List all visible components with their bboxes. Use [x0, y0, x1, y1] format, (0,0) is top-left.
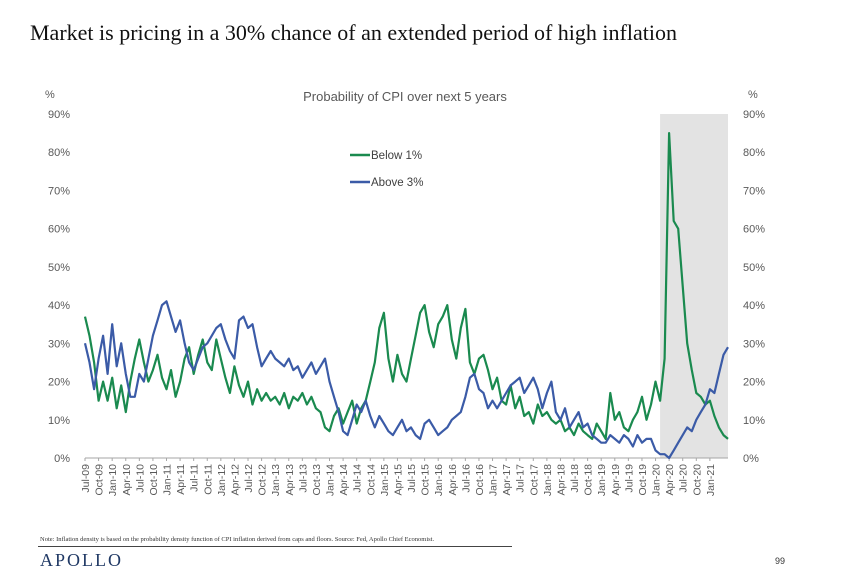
y-tick-right: 80% [743, 147, 765, 159]
x-tick-label: Jan-18 [542, 464, 554, 496]
legend-label: Above 3% [371, 177, 423, 189]
y-tick-left: 10% [48, 415, 70, 427]
x-tick-label: Jul-14 [352, 464, 364, 493]
x-tick-label: Oct-10 [148, 464, 160, 496]
x-tick-label: Oct-12 [257, 464, 269, 496]
y-tick-left: 90% [48, 109, 70, 121]
x-tick-label: Apr-13 [284, 464, 296, 496]
x-tick-label: Jan-15 [379, 464, 391, 496]
x-tick-label: Jan-13 [270, 464, 282, 496]
x-tick-label: Jan-16 [433, 464, 445, 496]
footnote-divider [38, 546, 512, 547]
footnote: Note: Inflation density is based on the … [40, 536, 435, 543]
x-tick-label: Oct-16 [474, 464, 486, 496]
x-tick-label: Jan-17 [488, 464, 500, 496]
x-tick-label: Apr-15 [392, 464, 404, 496]
x-tick-label: Jul-13 [297, 464, 309, 493]
x-tick-label: Jul-18 [569, 464, 581, 493]
y-tick-right: 50% [743, 262, 765, 274]
x-tick-label: Oct-19 [637, 464, 649, 496]
page-number: 99 [775, 556, 786, 566]
y-tick-left: 50% [48, 262, 70, 274]
x-tick-label: Jan-14 [325, 464, 337, 496]
x-tick-label: Jul-10 [134, 464, 146, 493]
chart-title: Probability of CPI over next 5 years [303, 89, 507, 104]
x-tick-label: Jul-15 [406, 464, 418, 493]
x-tick-label: Jan-20 [651, 464, 663, 496]
y-axis-unit-left: % [45, 89, 55, 101]
y-tick-right: 90% [743, 109, 765, 121]
x-tick-label: Apr-12 [229, 464, 241, 496]
x-tick-label: Apr-20 [664, 464, 676, 496]
x-tick-label: Jul-12 [243, 464, 255, 493]
x-tick-label: Apr-11 [175, 464, 187, 495]
line-chart: Probability of CPI over next 5 years% % 0%… [45, 89, 765, 496]
series-line-below-1- [83, 132, 729, 440]
y-tick-left: 0% [54, 453, 70, 465]
x-tick-label: Jul-19 [623, 464, 635, 493]
x-tick-label: Jan-10 [107, 464, 119, 496]
y-tick-left: 60% [48, 224, 70, 236]
y-tick-right: 20% [743, 377, 765, 389]
y-tick-right: 70% [743, 185, 765, 197]
x-tick-label: Jul-16 [460, 464, 472, 493]
apollo-logo: APOLLO [40, 550, 123, 570]
x-tick-label: Apr-10 [121, 464, 133, 496]
x-tick-label: Jul-11 [189, 464, 201, 492]
x-tick-label: Jan-11 [162, 464, 174, 495]
x-tick-label: Apr-19 [610, 464, 622, 496]
y-tick-left: 80% [48, 147, 70, 159]
x-tick-label: Jan-19 [596, 464, 608, 496]
y-tick-left: 70% [48, 185, 70, 197]
x-tick-label: Oct-15 [420, 464, 432, 496]
x-tick-label: Apr-18 [555, 464, 567, 496]
page-title: Market is pricing in a 30% chance of an … [30, 20, 677, 45]
x-tick-label: Apr-17 [501, 464, 513, 496]
series-line-above-3- [83, 300, 729, 460]
x-tick-label: Oct-09 [94, 464, 106, 496]
x-tick-label: Oct-20 [691, 464, 703, 496]
y-tick-left: 40% [48, 300, 70, 312]
x-tick-label: Jul-20 [678, 464, 690, 493]
y-tick-left: 20% [48, 377, 70, 389]
y-tick-right: 10% [743, 415, 765, 427]
legend-label: Below 1% [371, 150, 422, 162]
y-tick-right: 60% [743, 224, 765, 236]
x-tick-label: Oct-11 [202, 464, 214, 495]
x-tick-label: Jan-21 [705, 464, 717, 496]
y-tick-right: 0% [743, 453, 759, 465]
x-tick-label: Apr-16 [447, 464, 459, 496]
x-tick-label: Jul-09 [80, 464, 92, 493]
x-tick-label: Oct-13 [311, 464, 323, 496]
x-tick-label: Oct-14 [365, 464, 377, 496]
y-tick-left: 30% [48, 338, 70, 350]
y-tick-right: 30% [743, 338, 765, 350]
x-tick-label: Jul-17 [515, 464, 527, 493]
x-tick-label: Oct-17 [528, 464, 540, 496]
x-tick-label: Oct-18 [583, 464, 595, 496]
y-axis-unit-right: % [748, 89, 758, 101]
y-tick-right: 40% [743, 300, 765, 312]
x-tick-label: Apr-14 [338, 464, 350, 496]
x-tick-label: Jan-12 [216, 464, 228, 496]
